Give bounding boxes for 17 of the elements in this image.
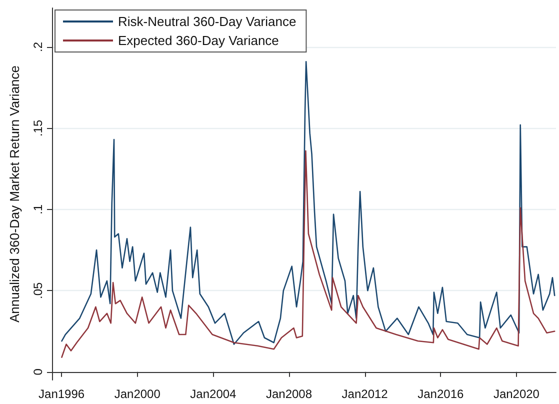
y-tick-label: .15: [31, 120, 45, 137]
line-series: [61, 60, 556, 345]
x-tick-label: Jan2016: [418, 387, 464, 401]
x-tick-label: Jan2020: [493, 387, 540, 401]
line-series: [61, 150, 556, 358]
x-tick-label: Jan1996: [38, 387, 85, 401]
y-axis-title: Annualized 360-Day Market Return Variance: [7, 65, 22, 323]
legend-label: Expected 360-Day Variance: [118, 33, 279, 48]
x-tick-label: Jan2004: [190, 387, 237, 401]
y-tick-label: .2: [31, 42, 45, 52]
x-tick-label: Jan2012: [342, 387, 388, 401]
x-tick-label: Jan2008: [266, 387, 312, 401]
y-tick-label: 0: [31, 368, 45, 376]
legend-label: Risk-Neutral 360-Day Variance: [118, 14, 296, 29]
y-tick-label: .1: [31, 204, 45, 214]
y-tick-label: .05: [31, 282, 45, 299]
x-tick-label: Jan2000: [114, 387, 161, 401]
